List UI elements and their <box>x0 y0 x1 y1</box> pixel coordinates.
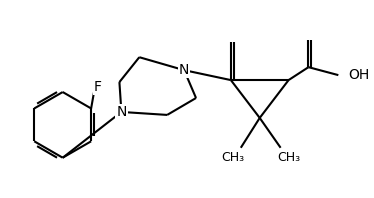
Text: CH₃: CH₃ <box>277 151 300 164</box>
Text: CH₃: CH₃ <box>221 151 245 164</box>
Text: N: N <box>179 63 189 77</box>
Text: OH: OH <box>348 68 370 82</box>
Text: F: F <box>94 80 102 94</box>
Text: N: N <box>116 105 126 119</box>
